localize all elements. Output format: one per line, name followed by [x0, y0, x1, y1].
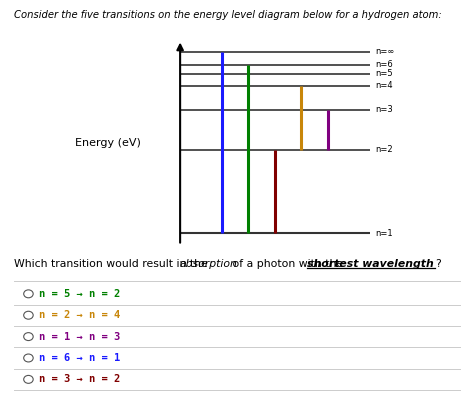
- Text: n=3: n=3: [375, 105, 393, 114]
- Text: n = 2 → n = 4: n = 2 → n = 4: [39, 310, 120, 320]
- Text: absorption: absorption: [179, 259, 237, 269]
- Text: Which transition would result in the: Which transition would result in the: [14, 259, 211, 269]
- Text: n=1: n=1: [375, 229, 393, 238]
- Text: n=2: n=2: [375, 145, 393, 154]
- Text: n=∞: n=∞: [375, 47, 395, 56]
- Text: n=6: n=6: [375, 60, 393, 69]
- Text: Consider the five transitions on the energy level diagram below for a hydrogen a: Consider the five transitions on the ene…: [14, 10, 442, 20]
- Text: n = 6 → n = 1: n = 6 → n = 1: [39, 353, 120, 363]
- Text: shortest wavelength: shortest wavelength: [307, 259, 434, 269]
- Text: n=5: n=5: [375, 69, 393, 78]
- Text: ?: ?: [435, 259, 441, 269]
- Text: of a photon with the: of a photon with the: [229, 259, 347, 269]
- Text: n = 5 → n = 2: n = 5 → n = 2: [39, 289, 120, 299]
- Text: Energy (eV): Energy (eV): [75, 137, 141, 148]
- Text: n=4: n=4: [375, 81, 393, 90]
- Text: n = 3 → n = 2: n = 3 → n = 2: [39, 374, 120, 385]
- Text: n = 1 → n = 3: n = 1 → n = 3: [39, 331, 120, 342]
